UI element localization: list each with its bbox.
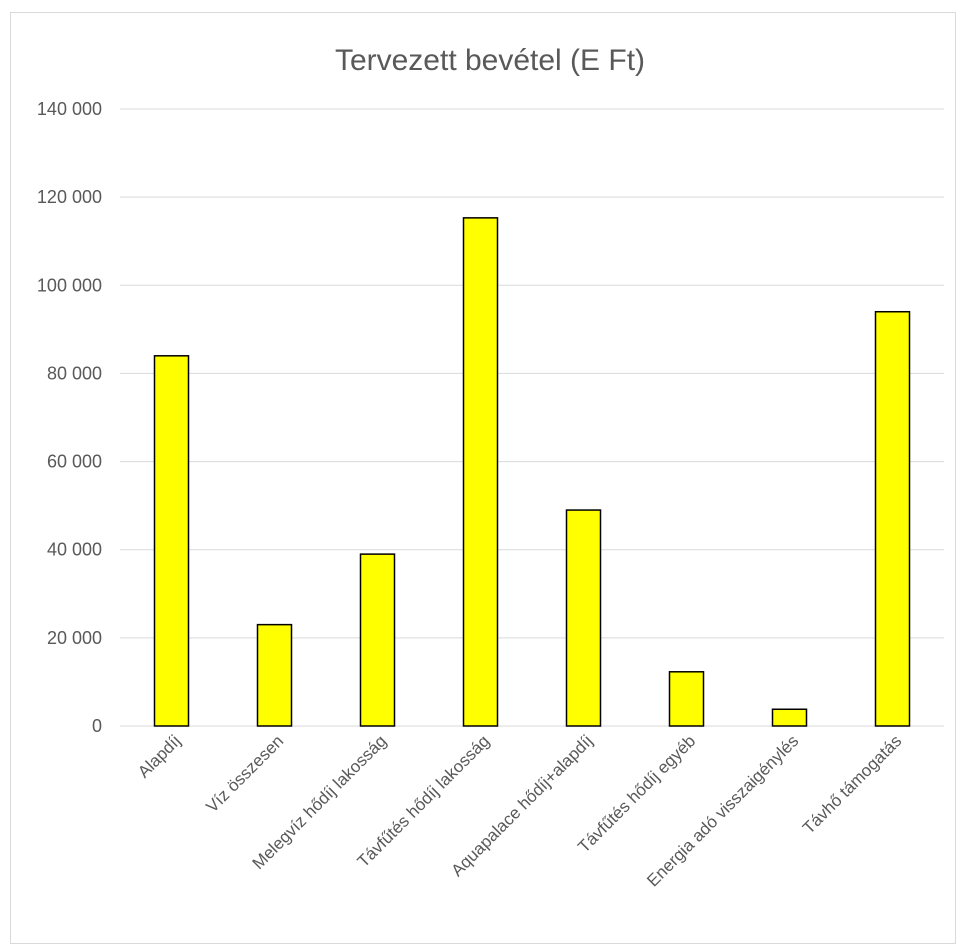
bars	[153, 217, 911, 727]
y-tick-label: 0	[92, 716, 102, 736]
bar	[565, 509, 602, 727]
bar	[256, 623, 293, 727]
chart-title: Tervezett bevétel (E Ft)	[335, 44, 645, 77]
y-tick-label: 40 000	[47, 540, 102, 560]
x-tick-label: Távhő támogatás	[799, 731, 905, 837]
bar	[462, 217, 499, 727]
y-tick-label: 120 000	[37, 187, 102, 207]
bar	[153, 355, 190, 727]
bar	[359, 553, 396, 727]
bar	[874, 310, 911, 727]
x-tick-label: Alapdíj	[134, 731, 184, 781]
gridlines	[120, 108, 944, 639]
bar	[668, 671, 705, 727]
y-axis-ticks: 0 20 000 40 000 60 000 80 000 100 000 120 000 1…	[37, 99, 102, 736]
y-tick-label: 100 000	[37, 275, 102, 295]
y-tick-label: 80 000	[47, 363, 102, 383]
bar	[771, 708, 808, 727]
y-tick-label: 60 000	[47, 452, 102, 472]
x-tick-label: Víz összesen	[202, 731, 287, 816]
y-tick-label: 20 000	[47, 628, 102, 648]
x-tick-label: Távfűtés hődíj egyéb	[574, 731, 699, 856]
y-tick-label: 140 000	[37, 99, 102, 119]
